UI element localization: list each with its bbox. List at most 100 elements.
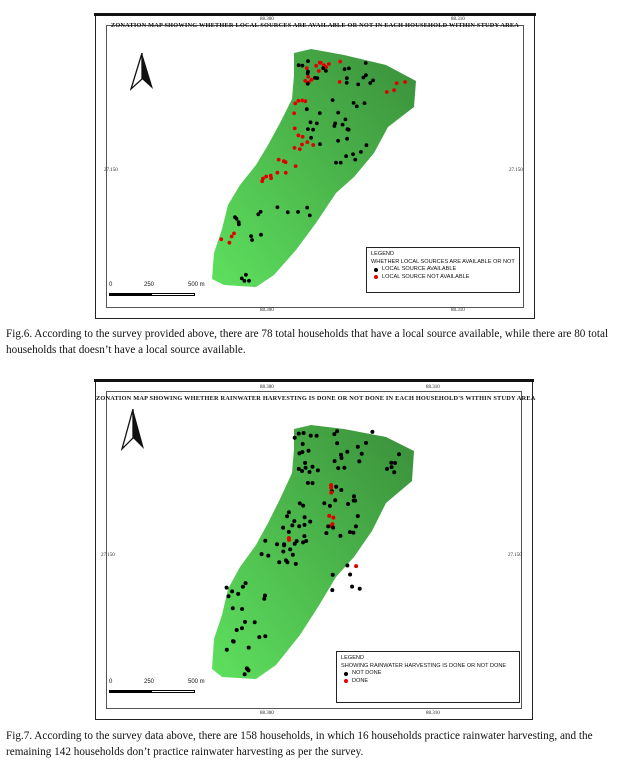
household-point (236, 591, 241, 596)
coord-bottom-right: 88.310 (426, 711, 440, 716)
coord-bottom-left: 88.300 (260, 711, 274, 716)
household-point (331, 525, 336, 530)
household-point (306, 74, 310, 79)
household-point (353, 524, 358, 529)
household-point (307, 213, 312, 218)
household-point (264, 174, 269, 179)
household-point (315, 468, 320, 473)
household-point (324, 69, 328, 73)
household-point (344, 76, 349, 81)
household-point (357, 459, 362, 464)
household-point (283, 160, 288, 165)
household-point (262, 596, 267, 601)
household-point (310, 481, 315, 486)
legend-dot-red (374, 275, 378, 280)
household-point (338, 59, 343, 64)
household-point (327, 513, 332, 518)
household-point (300, 142, 304, 147)
study-area-map (212, 425, 414, 679)
household-point (307, 470, 312, 474)
household-point (286, 510, 291, 515)
household-point (240, 584, 245, 589)
household-point (302, 522, 307, 527)
household-point (250, 238, 255, 242)
north-arrow-icon (121, 409, 144, 451)
household-point (300, 469, 304, 473)
household-point (300, 98, 305, 103)
household-point (306, 69, 310, 74)
household-point (340, 122, 345, 127)
household-point (393, 461, 397, 465)
household-point (292, 146, 297, 150)
household-point (234, 628, 239, 632)
household-point (290, 552, 295, 557)
household-point (266, 553, 271, 558)
household-point (364, 143, 369, 148)
household-point (292, 111, 296, 116)
household-point (304, 107, 309, 112)
household-point (342, 465, 347, 470)
household-point (296, 133, 301, 138)
household-point (330, 588, 335, 593)
legend-dot-red (344, 679, 348, 684)
coord-bottom-right: 88.310 (451, 308, 465, 313)
household-point (293, 101, 298, 106)
household-point (392, 470, 397, 475)
household-point (338, 533, 343, 538)
household-point (226, 594, 231, 599)
study-area-polygon (212, 49, 416, 287)
household-point (231, 639, 236, 644)
household-point (285, 514, 290, 519)
household-point (351, 152, 355, 157)
household-point (303, 465, 308, 470)
household-point (389, 460, 394, 465)
household-point (296, 63, 301, 68)
household-point (370, 429, 375, 434)
household-point (263, 634, 268, 639)
legend-dot-black (374, 267, 378, 272)
household-point (275, 170, 280, 175)
household-point (331, 515, 336, 520)
household-point (293, 561, 298, 566)
household-point (343, 117, 348, 122)
coord-top-right: 88.310 (426, 385, 440, 390)
household-point (339, 452, 343, 457)
household-point (305, 81, 310, 86)
household-point (371, 78, 375, 83)
scale-mid: 250 (144, 679, 155, 685)
household-point (230, 606, 235, 611)
household-point (321, 66, 326, 71)
household-point (314, 433, 319, 438)
household-point (305, 140, 310, 144)
legend-subtitle: WHETHER LOCAL SOURCES ARE AVAILABLE OR N… (371, 258, 515, 265)
household-point (333, 498, 338, 503)
household-point (252, 620, 257, 625)
household-point (357, 586, 362, 591)
household-point (297, 501, 302, 506)
household-point (311, 143, 316, 147)
household-point (300, 450, 305, 454)
household-point (292, 541, 297, 546)
map-inner-frame (106, 25, 524, 308)
household-point (311, 127, 315, 132)
household-point (301, 503, 306, 508)
household-point (305, 205, 310, 210)
household-point (335, 441, 340, 446)
household-point (355, 514, 360, 519)
household-point (301, 540, 305, 545)
map-title: ZONATION MAP SHOWING WHETHER RAINWATER H… (96, 395, 536, 402)
household-point (345, 136, 349, 141)
household-point (219, 237, 224, 242)
household-point (306, 59, 310, 64)
household-point (403, 80, 407, 84)
household-point (244, 272, 248, 277)
household-point (290, 523, 295, 528)
household-point (281, 525, 286, 530)
coord-left: 27.150 (101, 553, 115, 558)
household-point (292, 519, 297, 524)
coord-right: 27.150 (508, 553, 522, 558)
household-point (329, 490, 334, 495)
household-point (240, 607, 245, 611)
household-point (362, 101, 367, 105)
map-legend: LEGEND SHOWING RAINWATER HARVESTING IS D… (336, 651, 520, 703)
